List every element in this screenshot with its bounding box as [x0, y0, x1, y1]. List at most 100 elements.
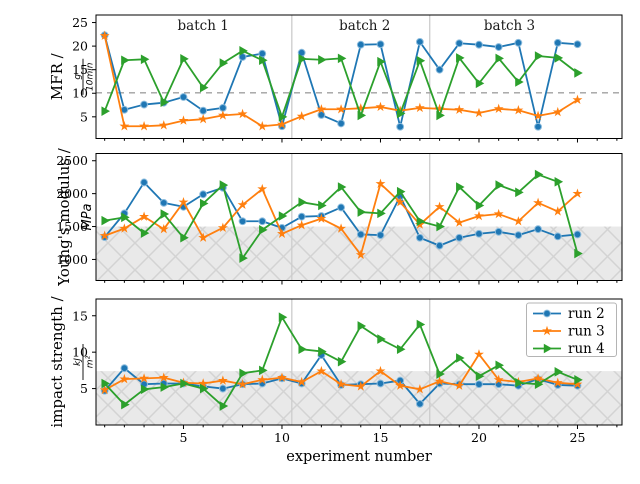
data-point-triangle-right	[337, 53, 347, 64]
data-point-triangle-right	[515, 187, 524, 198]
legend-entry-run-4: run 4	[533, 341, 605, 357]
data-point-triangle-right	[259, 365, 268, 376]
legend-entry-label: run 4	[568, 341, 605, 357]
data-point-star	[434, 103, 445, 114]
data-point-star	[277, 119, 287, 129]
data-point-triangle-right	[377, 334, 386, 344]
legend-entry-run-3: run 3	[533, 324, 605, 340]
data-point-triangle-right	[456, 353, 465, 363]
data-point-triangle-right	[357, 110, 367, 121]
data-point-star	[552, 206, 563, 216]
data-point-triangle-right	[180, 54, 189, 64]
data-point-star	[355, 249, 366, 260]
data-point-circle	[573, 40, 582, 49]
data-point-circle	[573, 230, 582, 239]
data-point-star	[552, 377, 563, 387]
batch-label: batch 3	[484, 18, 535, 34]
data-point-star	[296, 111, 307, 121]
data-point-triangle-right	[357, 207, 367, 217]
data-point-triangle-right	[534, 379, 544, 390]
x-tick-label: 5	[179, 430, 187, 445]
data-point-triangle-right	[121, 55, 130, 66]
legend-entry-label: run 3	[568, 324, 605, 340]
data-point-circle	[553, 38, 562, 47]
data-point-circle	[494, 227, 503, 236]
y-axis-label: impact strength / kJ m²	[48, 295, 96, 427]
data-point-triangle-right	[180, 378, 189, 389]
data-point-star	[572, 94, 583, 105]
data-point-triangle-right	[140, 384, 150, 395]
data-point-triangle-right	[357, 321, 367, 331]
y-tick-label: 5	[80, 381, 88, 396]
data-point-triangle-right	[278, 112, 288, 122]
data-point-triangle-right	[475, 371, 485, 381]
batch-label: batch 2	[339, 18, 390, 34]
data-point-star	[414, 102, 425, 113]
data-point-star	[493, 208, 504, 219]
data-point-triangle-right	[121, 399, 130, 410]
data-point-triangle-right	[396, 186, 406, 197]
data-point-triangle-right	[574, 248, 583, 259]
data-point-star	[277, 228, 287, 238]
data-point-triangle-right	[101, 106, 110, 116]
data-point-star	[217, 110, 228, 120]
y-axis-unit-denominator: m²	[86, 355, 96, 368]
data-point-triangle-right	[121, 212, 130, 223]
y-tick-label: 1500	[56, 219, 88, 234]
data-point-triangle-right	[456, 182, 465, 192]
series-run-3	[99, 178, 583, 260]
data-point-star	[99, 230, 110, 240]
data-point-triangle-right	[298, 197, 307, 207]
data-point-triangle-right	[239, 46, 248, 56]
data-point-star	[434, 376, 445, 386]
data-point-triangle-right	[219, 401, 229, 411]
data-point-circle	[494, 43, 503, 51]
data-point-star	[237, 379, 248, 389]
data-point-circle	[199, 106, 208, 115]
data-point-star	[257, 121, 268, 131]
data-point-star	[542, 325, 552, 336]
series-run-2	[100, 178, 582, 250]
data-point-circle	[534, 225, 542, 234]
axes-frame	[95, 14, 623, 139]
data-point-triangle-right	[199, 82, 209, 93]
data-point-triangle-right	[219, 58, 229, 68]
data-point-star	[474, 210, 484, 221]
y-axis-label-text: impact strength /	[48, 295, 66, 427]
data-point-triangle-right	[318, 200, 327, 211]
data-point-circle	[199, 190, 208, 199]
data-point-star	[454, 104, 465, 114]
data-point-triangle-right	[416, 216, 426, 227]
data-point-star	[355, 103, 366, 113]
data-point-triangle-right	[180, 232, 189, 243]
data-point-triangle-right	[337, 182, 347, 192]
data-point-star	[572, 379, 583, 389]
data-point-star	[119, 223, 130, 233]
data-point-circle	[140, 100, 148, 109]
data-point-circle	[475, 40, 483, 49]
y-tick-label: 15	[72, 308, 88, 323]
data-point-star	[395, 105, 406, 115]
data-point-star	[316, 104, 327, 114]
data-point-circle	[376, 379, 385, 388]
y-axis-label: Young's modulus / MPa	[55, 147, 95, 287]
data-point-star	[513, 216, 524, 226]
y-axis-label: MFR / g 10min	[48, 52, 96, 100]
data-point-star	[513, 105, 524, 115]
data-point-star	[99, 384, 110, 395]
y-tick-label: 10	[72, 345, 88, 360]
data-point-star	[336, 104, 347, 114]
data-point-circle	[435, 65, 444, 74]
data-point-triangle-right	[239, 253, 248, 263]
y-axis-unit-text: MPa	[80, 203, 95, 230]
data-point-triangle-right	[534, 169, 544, 180]
data-point-triangle-right	[534, 51, 544, 61]
data-point-triangle-right	[574, 375, 583, 385]
data-point-star	[139, 211, 150, 221]
data-point-star	[533, 373, 544, 383]
data-point-triangle-right	[475, 200, 485, 211]
series-run-4	[101, 312, 583, 411]
data-point-circle	[435, 241, 444, 250]
data-point-star	[395, 196, 406, 207]
data-point-circle	[356, 230, 365, 239]
